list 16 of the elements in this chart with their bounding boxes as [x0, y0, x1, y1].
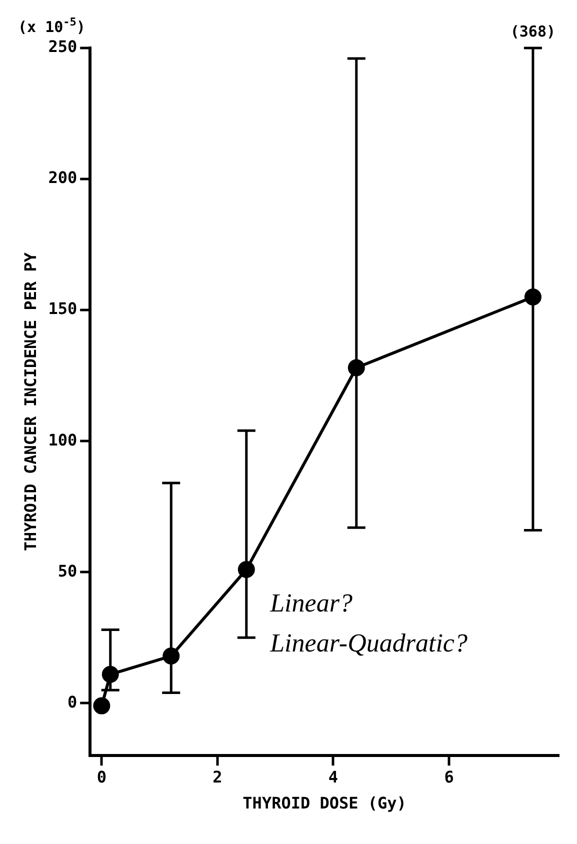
- annotation: (368): [510, 22, 556, 40]
- x-tick-label: 2: [212, 767, 222, 786]
- x-tick-label: 0: [96, 767, 106, 786]
- point: [93, 697, 110, 714]
- y-tick-label: 150: [48, 299, 78, 318]
- y-axis-title: THYROID CANCER INCIDENCE PER PY: [20, 252, 40, 552]
- y-tick-label: 50: [58, 561, 78, 580]
- y-tick-label: 200: [48, 168, 78, 188]
- y-tick-label: 250: [48, 37, 78, 56]
- annotation: Linear?: [269, 588, 352, 618]
- annotation: Linear-Quadratic?: [269, 628, 468, 658]
- x-axis-title: THYROID DOSE (Gy): [242, 794, 406, 813]
- x-tick-label: 4: [328, 767, 338, 786]
- y-tick-label: 100: [48, 430, 78, 450]
- y-tick-label: 0: [67, 692, 78, 712]
- x-tick-label: 6: [444, 767, 454, 786]
